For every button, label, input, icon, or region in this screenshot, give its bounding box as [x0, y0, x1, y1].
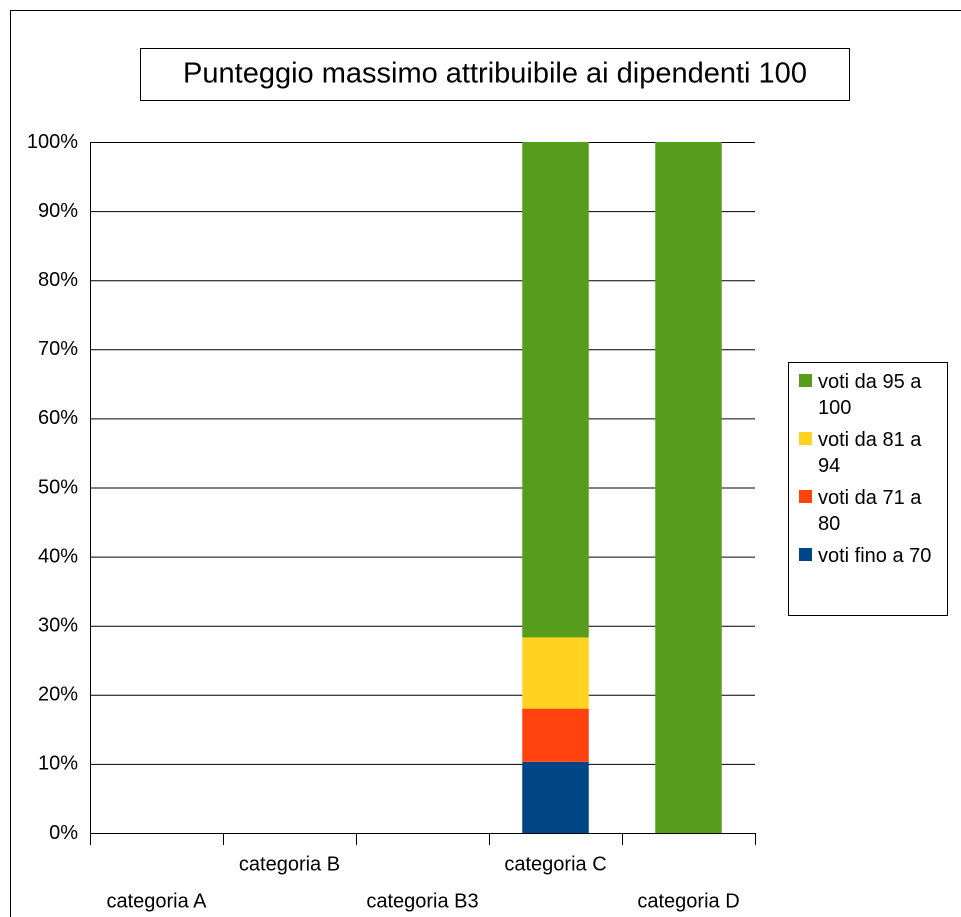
- legend-item: voti fino a 70: [795, 543, 941, 569]
- y-tick-label: 70%: [38, 338, 78, 360]
- legend: voti da 95 a 100 voti da 81 a 94 voti da 7…: [788, 362, 948, 616]
- bar-segment: [522, 637, 589, 709]
- bar-segment: [655, 142, 722, 833]
- bar-segment: [522, 708, 589, 762]
- legend-item: voti da 95 a 100: [795, 369, 941, 421]
- y-tick-label: 40%: [38, 545, 78, 567]
- legend-swatch: [799, 490, 812, 503]
- legend-swatch: [799, 548, 812, 561]
- legend-item: voti da 81 a 94: [795, 427, 941, 479]
- chart-border: [10, 10, 961, 917]
- chart-title: Punteggio massimo attribuibile ai dipend…: [183, 58, 807, 90]
- y-tick-label: 80%: [38, 269, 78, 291]
- y-tick-label: 100%: [27, 131, 78, 153]
- x-tick-label: categoria A: [106, 890, 207, 912]
- x-tick-label: categoria B3: [366, 890, 478, 912]
- legend-label: voti da 95 a 100: [818, 371, 922, 419]
- y-tick-label: 10%: [38, 753, 78, 775]
- title-box: [140, 48, 850, 101]
- x-tick-label: categoria B: [239, 853, 340, 875]
- x-tick-label: categoria C: [504, 853, 606, 875]
- y-tick-label: 90%: [38, 200, 78, 222]
- x-tick-label: categoria D: [637, 890, 739, 912]
- legend-label: voti fino a 70: [818, 545, 932, 567]
- legend-swatch: [799, 432, 812, 445]
- legend-swatch: [799, 374, 812, 387]
- legend-label: voti da 71 a 80: [818, 487, 922, 535]
- y-tick-label: 0%: [49, 822, 78, 844]
- bar-segment: [522, 761, 589, 833]
- legend-label: voti da 81 a 94: [818, 429, 922, 477]
- y-tick-label: 60%: [38, 407, 78, 429]
- bar-segment: [522, 142, 589, 638]
- y-tick-label: 30%: [38, 614, 78, 636]
- y-tick-label: 50%: [38, 476, 78, 498]
- legend-item: voti da 71 a 80: [795, 485, 941, 537]
- y-tick-label: 20%: [38, 684, 78, 706]
